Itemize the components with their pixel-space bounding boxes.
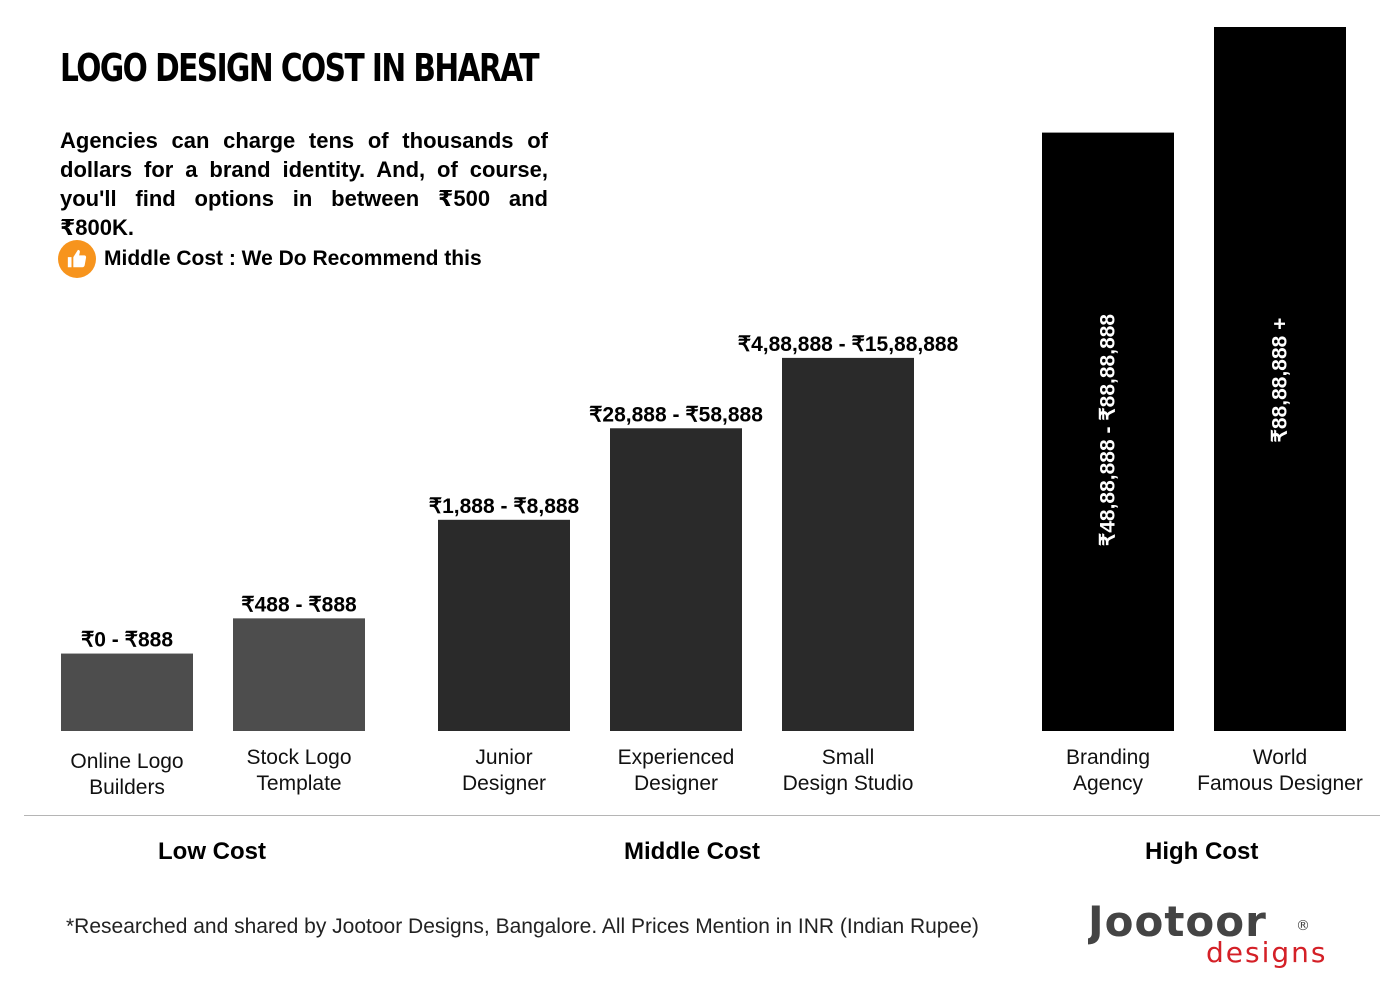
page-title: LOGO DESIGN COST IN BHARAT [60, 46, 540, 90]
category-label-0-1: Builders [89, 776, 165, 799]
category-label-6-0: World [1253, 746, 1307, 769]
group-label-high-cost: High Cost [1145, 838, 1259, 865]
category-label-1-0: Stock Logo [246, 746, 351, 769]
category-label-6-1: Famous Designer [1197, 772, 1363, 795]
category-label-4-1: Design Studio [783, 772, 914, 795]
bar-3 [610, 428, 742, 731]
recommend-label: Middle Cost : We Do Recommend this [104, 247, 482, 270]
category-label-3-1: Designer [634, 772, 718, 795]
bar-5 [1042, 132, 1174, 732]
bar-value-label-0: ₹0 - ₹888 [81, 629, 173, 652]
intro-text: Agencies can charge tens of thousands of… [60, 128, 548, 240]
bar-value-label-5: ₹48,88,888 - ₹88,88,888 [1097, 314, 1120, 547]
logo-subtext: designs [1206, 936, 1327, 969]
bar-2 [438, 519, 570, 731]
logo-registered-mark: ® [1296, 918, 1310, 934]
bar-value-label-3: ₹28,888 - ₹58,888 [589, 403, 763, 426]
logo-wordmark: Jootoor [1088, 897, 1267, 946]
category-label-4-0: Small [822, 746, 875, 769]
thumbs-up-icon [58, 240, 96, 278]
category-label-5-1: Agency [1073, 772, 1144, 795]
footnote: *Researched and shared by Jootoor Design… [66, 915, 979, 938]
category-label-5-0: Branding [1066, 746, 1150, 769]
category-label-3-0: Experienced [618, 746, 735, 769]
bar-value-label-6: ₹88,88,888 + [1269, 318, 1292, 443]
jootoor-logo: Jootoor ® designs [1088, 897, 1327, 969]
cost-bar-chart: ₹0 - ₹888 Online Logo Builders ₹488 - ₹888 S… [61, 27, 1363, 799]
category-label-1-1: Template [256, 772, 341, 795]
bar-1 [233, 618, 365, 731]
bar-value-label-1: ₹488 - ₹888 [241, 593, 357, 616]
category-label-2-1: Designer [462, 772, 546, 795]
bar-4 [782, 357, 914, 731]
divider [24, 815, 1380, 816]
group-label-middle-cost: Middle Cost [624, 838, 760, 865]
category-label-2-0: Junior [475, 746, 532, 769]
category-label-0-0: Online Logo [70, 750, 183, 773]
recommend-legend: Middle Cost : We Do Recommend this [58, 240, 482, 278]
group-label-low-cost: Low Cost [158, 838, 266, 865]
bar-6 [1214, 27, 1346, 731]
bar-value-label-4: ₹4,88,888 - ₹15,88,888 [738, 333, 959, 356]
bar-value-label-2: ₹1,888 - ₹8,888 [429, 495, 580, 518]
bar-0 [61, 653, 193, 731]
